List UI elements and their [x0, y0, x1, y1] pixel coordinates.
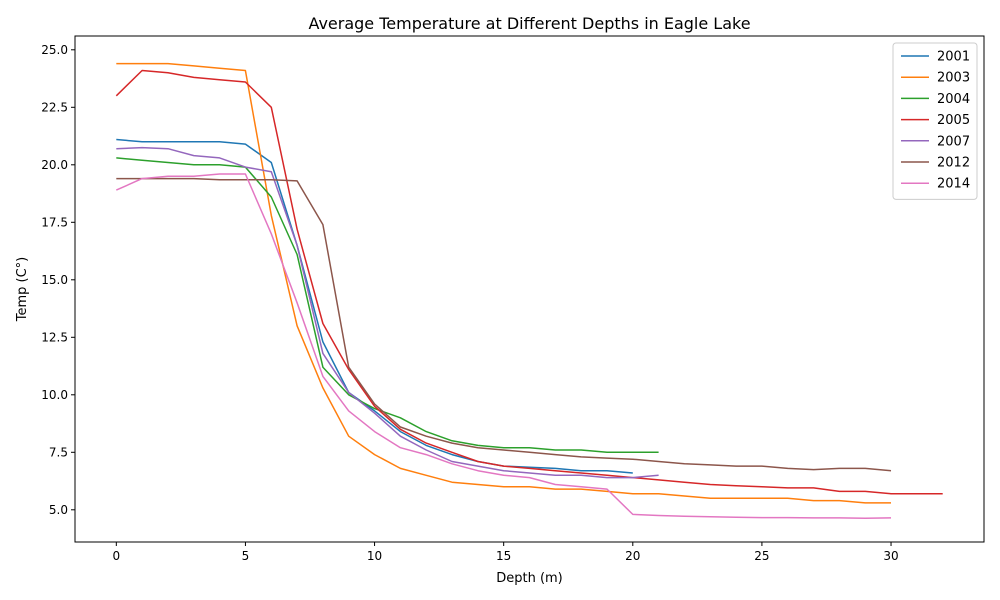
x-tick-label: 25 [754, 549, 769, 563]
y-tick-label: 10.0 [41, 388, 68, 402]
series-line-2007 [116, 146, 659, 479]
legend-label-2003: 2003 [937, 71, 970, 86]
series-line-2004 [116, 157, 659, 454]
legend-label-2007: 2007 [937, 134, 970, 149]
x-tick-label: 5 [242, 549, 250, 563]
series-line-2003 [116, 62, 891, 504]
legend-label-2004: 2004 [937, 92, 970, 107]
y-tick-label: 5.0 [49, 503, 68, 517]
x-tick-label: 15 [496, 549, 511, 563]
x-axis-title: Depth (m) [496, 571, 563, 586]
x-axis: 0 5 10 15 20 25 30 [112, 542, 899, 563]
series-line-2005 [115, 69, 943, 495]
y-tick-label: 17.5 [41, 215, 68, 229]
y-tick-label: 7.5 [49, 445, 68, 459]
y-tick-label: 12.5 [41, 330, 68, 344]
x-tick-label: 10 [367, 549, 382, 563]
legend-box [892, 42, 978, 200]
series-line-2001 [116, 138, 633, 474]
chart-title: Average Temperature at Different Depths … [308, 14, 750, 33]
x-tick-label: 0 [112, 549, 120, 563]
y-axis: 5.0 7.5 10.0 12.5 15.0 17.5 20.0 22.5 25.0 [41, 43, 75, 517]
legend: 2001 2003 2004 2005 2007 2012 2014 [892, 42, 978, 200]
plot-frame [74, 35, 985, 543]
x-tick-label: 20 [625, 549, 640, 563]
series-line-2014 [115, 173, 892, 520]
plot-area [115, 62, 943, 520]
legend-label-2005: 2005 [937, 113, 970, 128]
x-tick-label: 30 [883, 549, 898, 563]
series-line-2012 [116, 177, 892, 472]
y-tick-label: 15.0 [41, 273, 68, 287]
legend-label-2014: 2014 [937, 177, 970, 192]
y-tick-label: 25.0 [41, 43, 68, 57]
y-tick-label: 22.5 [41, 100, 68, 114]
legend-label-2012: 2012 [937, 156, 970, 171]
y-tick-label: 20.0 [41, 158, 68, 172]
y-axis-title: Temp (C°) [15, 257, 30, 323]
legend-label-2001: 2001 [937, 50, 970, 65]
